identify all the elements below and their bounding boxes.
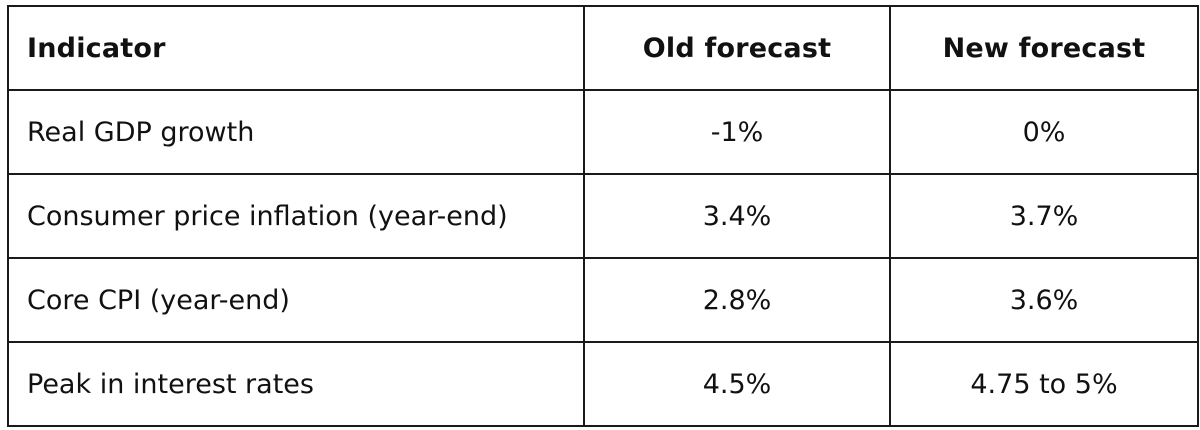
table-header: Indicator Old forecast New forecast — [7, 5, 1199, 91]
new-forecast-cell: 3.7% — [889, 173, 1199, 259]
header-new-forecast: New forecast — [889, 5, 1199, 91]
forecast-table-container: Indicator Old forecast New forecast Real… — [7, 5, 1199, 427]
new-forecast-cell: 0% — [889, 89, 1199, 175]
new-forecast-cell: 3.6% — [889, 257, 1199, 343]
indicator-cell: Peak in interest rates — [7, 341, 585, 427]
table-row: Peak in interest rates 4.5% 4.75 to 5% — [7, 341, 1199, 427]
old-forecast-cell: 3.4% — [583, 173, 891, 259]
table-body: Real GDP growth -1% 0% Consumer price in… — [7, 89, 1199, 427]
table-row: Real GDP growth -1% 0% — [7, 89, 1199, 175]
old-forecast-cell: -1% — [583, 89, 891, 175]
header-row: Indicator Old forecast New forecast — [7, 5, 1199, 91]
indicator-cell: Consumer price inflation (year-end) — [7, 173, 585, 259]
header-indicator: Indicator — [7, 5, 585, 91]
header-old-forecast: Old forecast — [583, 5, 891, 91]
indicator-cell: Core CPI (year-end) — [7, 257, 585, 343]
new-forecast-cell: 4.75 to 5% — [889, 341, 1199, 427]
forecast-table: Indicator Old forecast New forecast Real… — [7, 5, 1199, 427]
indicator-cell: Real GDP growth — [7, 89, 585, 175]
old-forecast-cell: 2.8% — [583, 257, 891, 343]
table-row: Consumer price inflation (year-end) 3.4%… — [7, 173, 1199, 259]
old-forecast-cell: 4.5% — [583, 341, 891, 427]
table-row: Core CPI (year-end) 2.8% 3.6% — [7, 257, 1199, 343]
